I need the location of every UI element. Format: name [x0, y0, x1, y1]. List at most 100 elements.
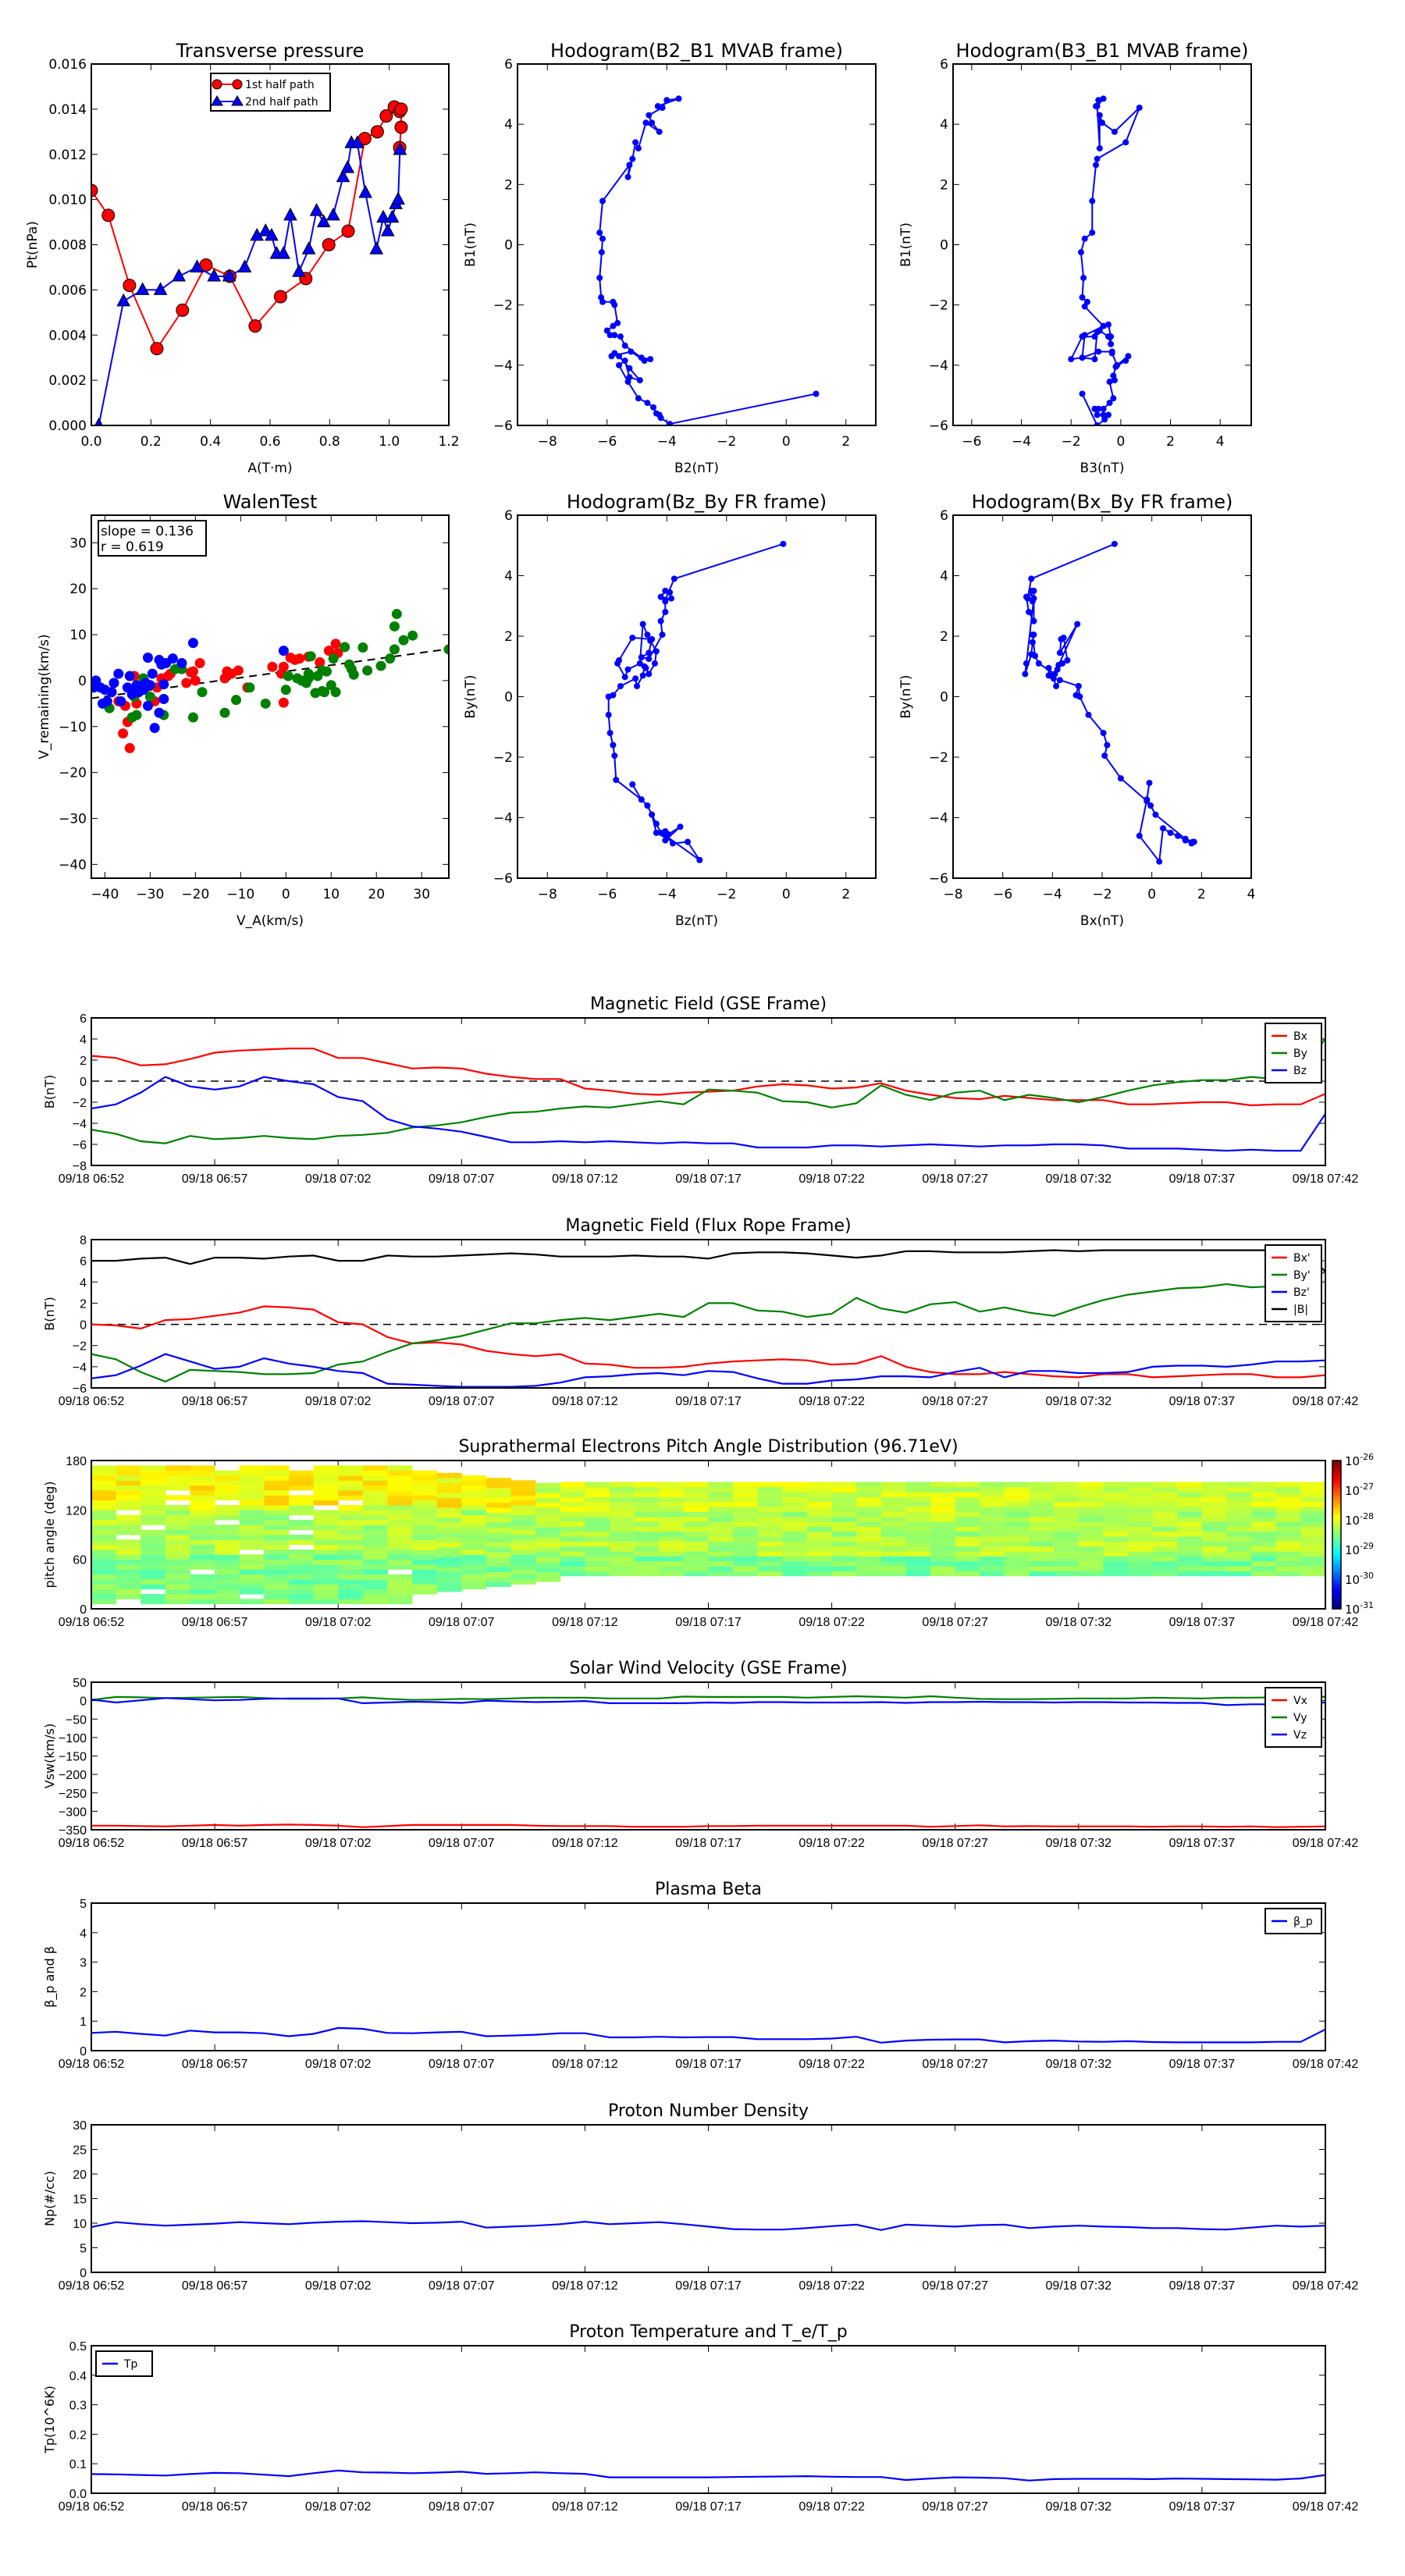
y-tick-label: 6 [504, 57, 513, 73]
heatmap-cell [362, 1510, 388, 1516]
data-point [369, 241, 384, 254]
colorbar-segment [1332, 1561, 1341, 1565]
heatmap-cell [486, 1497, 511, 1503]
heatmap-cell [733, 1536, 759, 1542]
heatmap-cell [1029, 1516, 1055, 1522]
x-tick-label: 09/18 07:22 [799, 2500, 865, 2514]
heatmap-cell [1177, 1551, 1203, 1557]
heatmap-cell [535, 1546, 561, 1553]
heatmap-cell [412, 1584, 438, 1590]
x-tick-label: 09/18 07:07 [429, 1837, 495, 1850]
data-point [616, 657, 623, 664]
heatmap-cell [412, 1495, 438, 1501]
series-line [1069, 97, 1140, 425]
heatmap-cell [585, 1560, 610, 1567]
heatmap-cell [955, 1501, 980, 1507]
data-point [407, 630, 418, 641]
heatmap-cell [610, 1556, 635, 1562]
heatmap-cell [338, 1584, 364, 1590]
y-tick-label: 0.5 [69, 2340, 87, 2354]
heatmap-cell [634, 1526, 660, 1532]
chart-title: Hodogram(Bz_By FR frame) [567, 491, 827, 513]
heatmap-cell [880, 1507, 906, 1512]
data-point [389, 644, 400, 655]
heatmap-cell [1103, 1507, 1129, 1512]
heatmap-cell [1275, 1566, 1301, 1571]
colorbar-segment [1332, 1520, 1341, 1523]
heatmap-cell [880, 1482, 906, 1488]
data-point [1072, 692, 1080, 699]
heatmap-cell [955, 1536, 980, 1542]
heatmap-cell [313, 1535, 339, 1540]
x-tick-label: 09/18 06:57 [182, 1172, 248, 1186]
data-point [370, 125, 384, 139]
heatmap-cell [91, 1574, 117, 1580]
heatmap-cell [930, 1492, 956, 1497]
heatmap-cell [91, 1480, 117, 1486]
data-point [142, 700, 153, 711]
heatmap-cell [313, 1569, 339, 1575]
heatmap-cell [880, 1566, 906, 1571]
heatmap-cell [91, 1589, 117, 1595]
plot-area [91, 100, 408, 425]
heatmap-cell [165, 1584, 190, 1590]
heatmap-cell [1078, 1566, 1104, 1571]
data-point [614, 319, 621, 326]
heatmap-cell [782, 1560, 808, 1567]
heatmap-cell [116, 1495, 141, 1501]
heatmap-cell [585, 1496, 610, 1503]
data-point [278, 697, 289, 708]
heatmap-cell [91, 1529, 117, 1535]
data-point [599, 235, 606, 242]
heatmap-cell [782, 1507, 808, 1512]
data-point [657, 593, 664, 600]
heatmap-cell [436, 1546, 462, 1553]
heatmap-cell [1251, 1560, 1277, 1567]
heatmap-cell [659, 1501, 685, 1507]
heatmap-cell [535, 1487, 561, 1493]
heatmap-cell [215, 1544, 240, 1550]
heatmap-cell [313, 1554, 339, 1560]
plot-area [1022, 540, 1197, 865]
heatmap-cell [165, 1550, 190, 1555]
heatmap-cell [313, 1475, 339, 1481]
heatmap-cell [289, 1574, 315, 1580]
heatmap-cell [955, 1566, 980, 1571]
heatmap-cell [610, 1521, 635, 1527]
colorbar-segment [1332, 1579, 1341, 1582]
heatmap-cell [140, 1500, 166, 1506]
heatmap-cell [387, 1490, 413, 1496]
heatmap-cell [239, 1525, 265, 1531]
heatmap-cell [585, 1556, 610, 1562]
heatmap-cell [116, 1539, 141, 1546]
heatmap-cell [1128, 1556, 1154, 1562]
heatmap-cell [1103, 1526, 1129, 1532]
heatmap-cell [1226, 1492, 1252, 1497]
heatmap-cell [215, 1495, 240, 1501]
heatmap-cell [880, 1496, 906, 1503]
heatmap-cell [510, 1544, 536, 1550]
x-tick-label: 09/18 07:32 [1046, 2500, 1112, 2514]
y-tick-label: −4 [493, 358, 513, 374]
data-point [1030, 617, 1037, 624]
y-tick-label: 4 [504, 569, 513, 585]
y-tick-label: −150 [59, 1751, 87, 1764]
heatmap-cell [1078, 1486, 1104, 1493]
heatmap-cell [880, 1516, 906, 1522]
heatmap-cell [831, 1521, 857, 1527]
heatmap-cell [412, 1544, 438, 1550]
heatmap-cell [1275, 1526, 1301, 1532]
heatmap-cell [807, 1546, 833, 1552]
heatmap-cell [190, 1465, 215, 1471]
heatmap-cell [289, 1539, 315, 1546]
heatmap-cell [140, 1550, 166, 1555]
data-point [1030, 587, 1037, 594]
heatmap-cell [1128, 1492, 1154, 1497]
heatmap-cell [1078, 1526, 1104, 1532]
heatmap-cell [91, 1559, 117, 1565]
heatmap-cell [880, 1536, 906, 1542]
legend-label: |B| [1293, 1304, 1308, 1316]
data-point [1095, 405, 1102, 412]
x-axis-label: Bx(nT) [1080, 913, 1124, 929]
